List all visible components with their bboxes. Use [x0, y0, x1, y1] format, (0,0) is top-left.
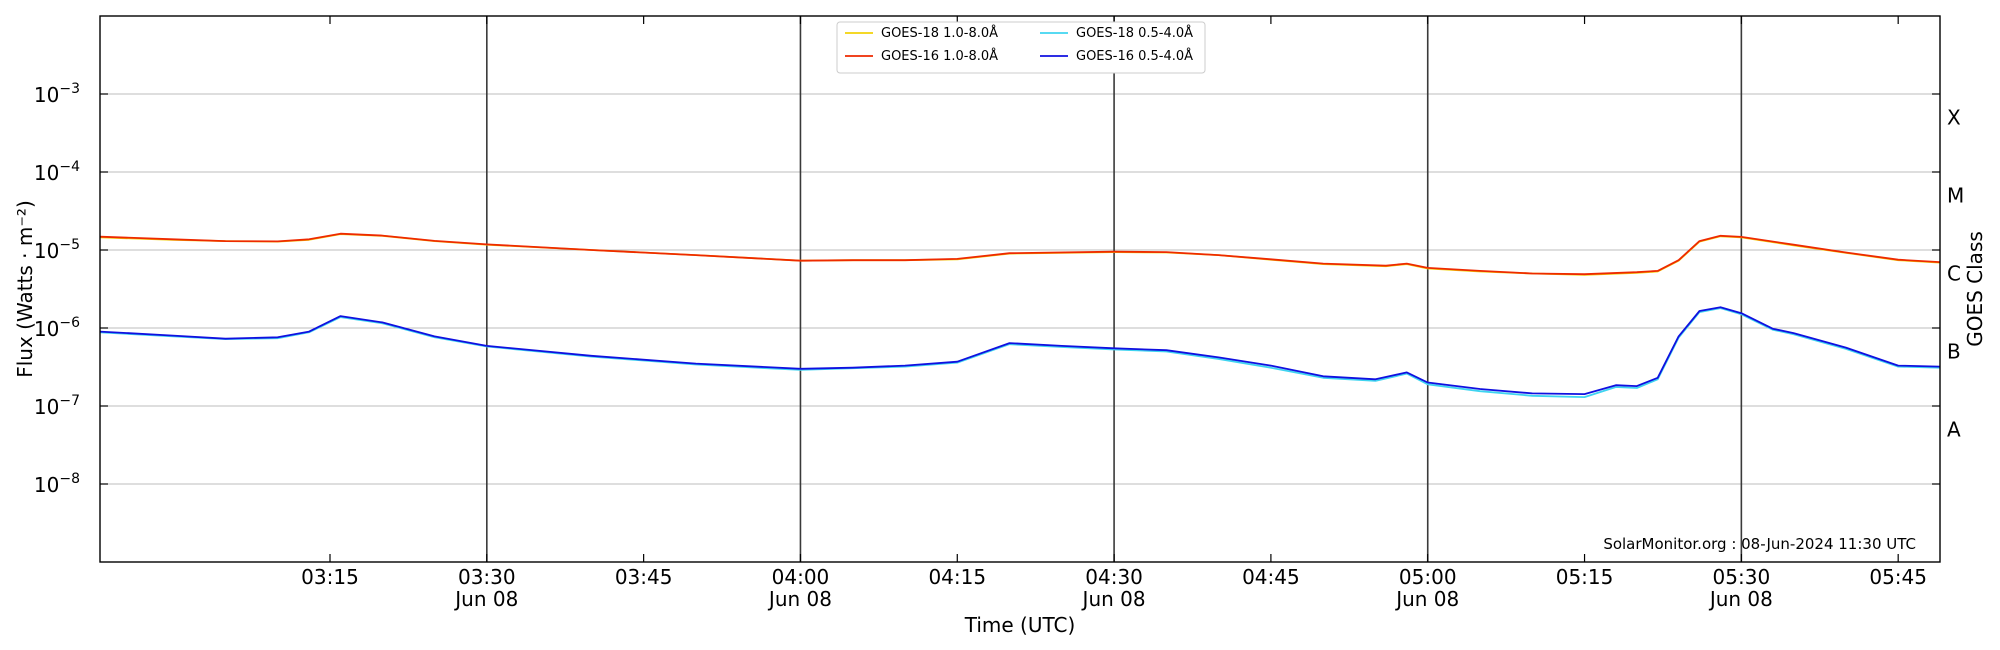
plot-background — [100, 16, 1940, 562]
x-tick-label: 03:45 — [615, 565, 673, 589]
plot-frame — [99, 15, 1941, 563]
y-tick-label: 10−4 — [34, 159, 80, 185]
goes-class-c: C — [1947, 261, 1961, 285]
x-axis-title: Time (UTC) — [964, 613, 1076, 637]
legend-label: GOES-16 1.0-8.0Å — [881, 48, 998, 64]
y-tick-base: 10 — [34, 239, 59, 263]
x-tick-label: 04:30 — [1085, 565, 1143, 589]
x-tick-sublabel: Jun 08 — [453, 587, 518, 611]
y2-axis-title: GOES Class — [1963, 231, 1987, 347]
y-tick-base: 10 — [34, 83, 59, 107]
x-tick-label: 04:45 — [1242, 565, 1300, 589]
x-tick-label: 05:45 — [1869, 565, 1927, 589]
x-tick-label: 03:30 — [458, 565, 516, 589]
x-tick-sublabel: Jun 08 — [1081, 587, 1146, 611]
y-tick-exponent: −3 — [59, 81, 80, 97]
x-tick-label: 05:30 — [1713, 565, 1771, 589]
y-tick-exponent: −8 — [59, 471, 80, 487]
goes-class-m: M — [1947, 183, 1964, 207]
goes-class-labels: A B C M X — [1947, 105, 1964, 441]
y-tick-exponent: −6 — [59, 315, 80, 331]
legend-label: GOES-16 0.5-4.0Å — [1076, 48, 1193, 64]
legend: GOES-18 1.0-8.0Å GOES-16 1.0-8.0Å GOES-18 … — [836, 21, 1206, 74]
x-tick-sublabel: Jun 08 — [1394, 587, 1459, 611]
y-axis-title: Flux (Watts · m⁻²) — [13, 200, 37, 378]
y-tick-label: 10−7 — [34, 393, 80, 419]
x-tick-sublabel: Jun 08 — [1708, 587, 1773, 611]
legend-box — [836, 21, 1206, 74]
legend-label: GOES-18 1.0-8.0Å — [881, 25, 998, 41]
x-tick-label: 04:00 — [772, 565, 830, 589]
y-tick-label: 10−3 — [34, 81, 80, 107]
x-tick-sublabel: Jun 08 — [767, 587, 832, 611]
y-tick-base: 10 — [34, 473, 59, 497]
goes-class-b: B — [1947, 339, 1961, 363]
series-line-4 — [99, 306, 1941, 395]
y-axis-ticks: 10−810−710−610−510−410−3 — [34, 81, 1940, 497]
y-tick-exponent: −7 — [59, 393, 80, 409]
goes-class-x: X — [1947, 105, 1961, 129]
y-tick-exponent: −4 — [59, 159, 80, 175]
y-tick-label: 10−6 — [34, 315, 80, 341]
series-line-2 — [99, 232, 1941, 276]
x-tick-label: 04:15 — [928, 565, 986, 589]
horizontal-gridlines — [100, 93, 1940, 485]
legend-label: GOES-18 0.5-4.0Å — [1076, 25, 1193, 41]
x-tick-label: 05:00 — [1399, 565, 1457, 589]
goes-class-a: A — [1947, 417, 1961, 441]
y-tick-exponent: −5 — [59, 237, 80, 253]
y-tick-label: 10−8 — [34, 471, 80, 497]
y-tick-base: 10 — [34, 317, 59, 341]
x-tick-label: 03:15 — [301, 565, 359, 589]
vertical-gridlines — [486, 16, 1743, 562]
source-annotation: SolarMonitor.org : 08-Jun-2024 11:30 UTC — [1603, 535, 1916, 553]
y-tick-base: 10 — [34, 161, 59, 185]
x-tick-label: 05:15 — [1556, 565, 1614, 589]
y-tick-base: 10 — [34, 395, 59, 419]
y-tick-label: 10−5 — [34, 237, 80, 263]
series-layer — [99, 232, 1941, 398]
